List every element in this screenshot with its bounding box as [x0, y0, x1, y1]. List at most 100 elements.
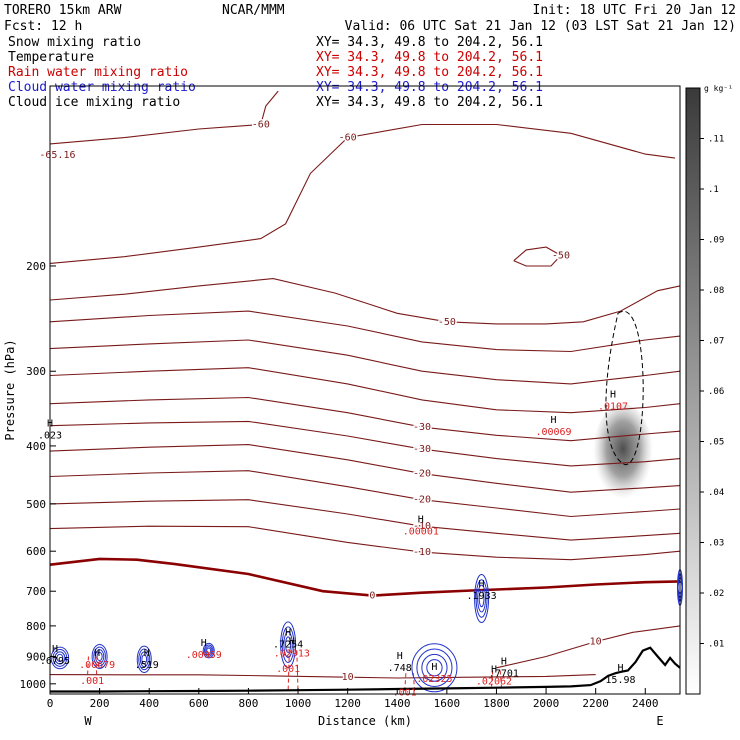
temperature-contour-label: -30: [413, 422, 431, 433]
cloud-water-contour: [478, 589, 485, 608]
rain-label: .001: [276, 664, 300, 675]
cloud-water-contour: [52, 648, 68, 667]
colorbar-tick-label: .1: [708, 185, 719, 195]
temperature-contour: [49, 420, 681, 467]
temperature-contour: [49, 90, 279, 145]
cloud-water-contour: [475, 579, 488, 618]
x-tick-label: 600: [189, 697, 209, 710]
maximum-value: .02062: [476, 677, 512, 688]
temperature-contour: [513, 246, 562, 267]
temperature-contour-label: -30: [413, 444, 431, 455]
rain-contour: [86, 656, 98, 684]
x-tick-label: 2400: [632, 697, 659, 710]
temperature-contour-label: -60: [339, 133, 357, 144]
cloud-water-contour: [206, 647, 212, 654]
temperature-contour-label: 10: [342, 672, 354, 683]
x-tick-label: 1400: [384, 697, 411, 710]
maximum-marker: H: [479, 579, 485, 590]
temperature-contour: [49, 470, 681, 518]
y-tick-label: 200: [26, 260, 46, 273]
cloud-water-contour: [426, 659, 443, 677]
cloud-water-contour: [50, 646, 70, 670]
temperature-contour-label: -60: [252, 120, 270, 131]
temperature-contour: [49, 396, 681, 442]
maximum-marker: H: [501, 656, 507, 667]
maximum-marker: H: [144, 648, 150, 659]
colorbar: .01 .02 .03 .04 .05 .06 .07 .08 .09 .1 .11 g kg⁻¹: [685, 84, 733, 695]
cloud-water-contour: [474, 574, 490, 624]
init-time: Init: 18 UTC Fri 20 Jan 12: [533, 3, 737, 18]
cloud-water-contour: [94, 649, 105, 664]
temperature-contour: [49, 674, 596, 679]
maximum-value: 15.98: [605, 675, 635, 686]
cloud-water-contour: [54, 651, 66, 665]
field-xy: XY= 34.3, 49.8 to 204.2, 56.1: [316, 50, 543, 65]
maximum-marker: H: [610, 390, 616, 401]
maximum-marker: H: [201, 638, 207, 649]
x-tick-label: 2200: [582, 697, 609, 710]
y-tick-label: 900: [26, 650, 46, 663]
colorbar-tick-label: .06: [708, 387, 724, 397]
y-tick-label: 1000: [20, 678, 47, 691]
maximum-value: .7254: [273, 640, 303, 651]
plot-area: -60-60-50-50-30-30-20-20-10-1001010H.010…: [3, 85, 683, 728]
colorbar-tick-label: .05: [708, 438, 724, 448]
temperature-contour-label: 0: [369, 591, 375, 602]
cloud-water-contour: [93, 646, 106, 667]
cloud-water-contour: [138, 648, 151, 671]
maximum-value: .7701: [489, 668, 519, 679]
maximum-value: .00059: [186, 650, 222, 661]
west-label: W: [84, 714, 92, 728]
east-label: E: [656, 714, 663, 728]
colorbar-tick-label: .11: [708, 135, 724, 145]
temperature-contour-label: -20: [413, 495, 431, 506]
y-tick-label: 700: [26, 585, 46, 598]
x-tick-label: 2000: [533, 697, 560, 710]
x-axis-label: Distance (km): [318, 714, 412, 728]
field-name: Rain water mixing ratio: [8, 65, 188, 80]
maximum-marker: H: [94, 648, 100, 659]
temperature-contour-label: -10: [413, 521, 431, 532]
x-tick-label: 1800: [483, 697, 510, 710]
cloud-water-contour: [281, 626, 295, 663]
x-tick-label: 1000: [285, 697, 312, 710]
maximum-marker: H: [491, 665, 497, 676]
field-name: Cloud ice mixing ratio: [8, 95, 180, 110]
maximum-marker: H: [418, 515, 424, 526]
temperature-contour-label: 10: [590, 637, 602, 648]
colorbar-tick-label: .07: [708, 337, 724, 347]
temperature-contour: [49, 525, 681, 561]
cloud-water-contour: [56, 653, 64, 663]
temperature-contour: [49, 123, 676, 264]
colorbar-unit: g kg⁻¹: [704, 84, 733, 93]
temperature-contour-label: -20: [413, 469, 431, 480]
cloud-water-contour: [139, 651, 149, 668]
colorbar-tick-label: .01: [708, 640, 724, 650]
field-xy: XY= 34.3, 49.8 to 204.2, 56.1: [316, 35, 543, 50]
cloud-water-contour: [96, 651, 103, 662]
colorbar-tick-label: .02: [708, 589, 724, 599]
center-name: NCAR/MMM: [222, 3, 285, 18]
temperature-contour: [49, 367, 681, 414]
field-name: Snow mixing ratio: [8, 35, 141, 50]
y-tick-label: 300: [26, 365, 46, 378]
colorbar-tick-label: .09: [708, 236, 724, 246]
cloud-water-contour: [283, 631, 293, 658]
temperature-extremum: -65.16: [39, 150, 75, 161]
cloud-water-contour: [411, 643, 458, 693]
temperature-contour-label: -50: [552, 250, 570, 261]
cloud-water-contour: [280, 621, 297, 668]
x-tick-label: 0: [47, 697, 54, 710]
y-tick-label: 400: [26, 440, 46, 453]
temperature-contour: [496, 625, 681, 669]
cloud-water-contour: [91, 643, 108, 669]
cloud-water-contour: [205, 646, 213, 656]
maximum-value: .00069: [535, 427, 571, 438]
cloud-water-contour: [285, 636, 292, 653]
x-tick-label: 1600: [434, 697, 461, 710]
x-tick-label: 800: [238, 697, 258, 710]
field-xy: XY= 34.3, 49.8 to 204.2, 56.1: [316, 65, 543, 80]
plot-frame: [49, 85, 681, 695]
maximum-value: .02325: [416, 674, 452, 685]
valid-time: Valid: 06 UTC Sat 21 Jan 12 (03 LST Sat …: [345, 19, 736, 34]
